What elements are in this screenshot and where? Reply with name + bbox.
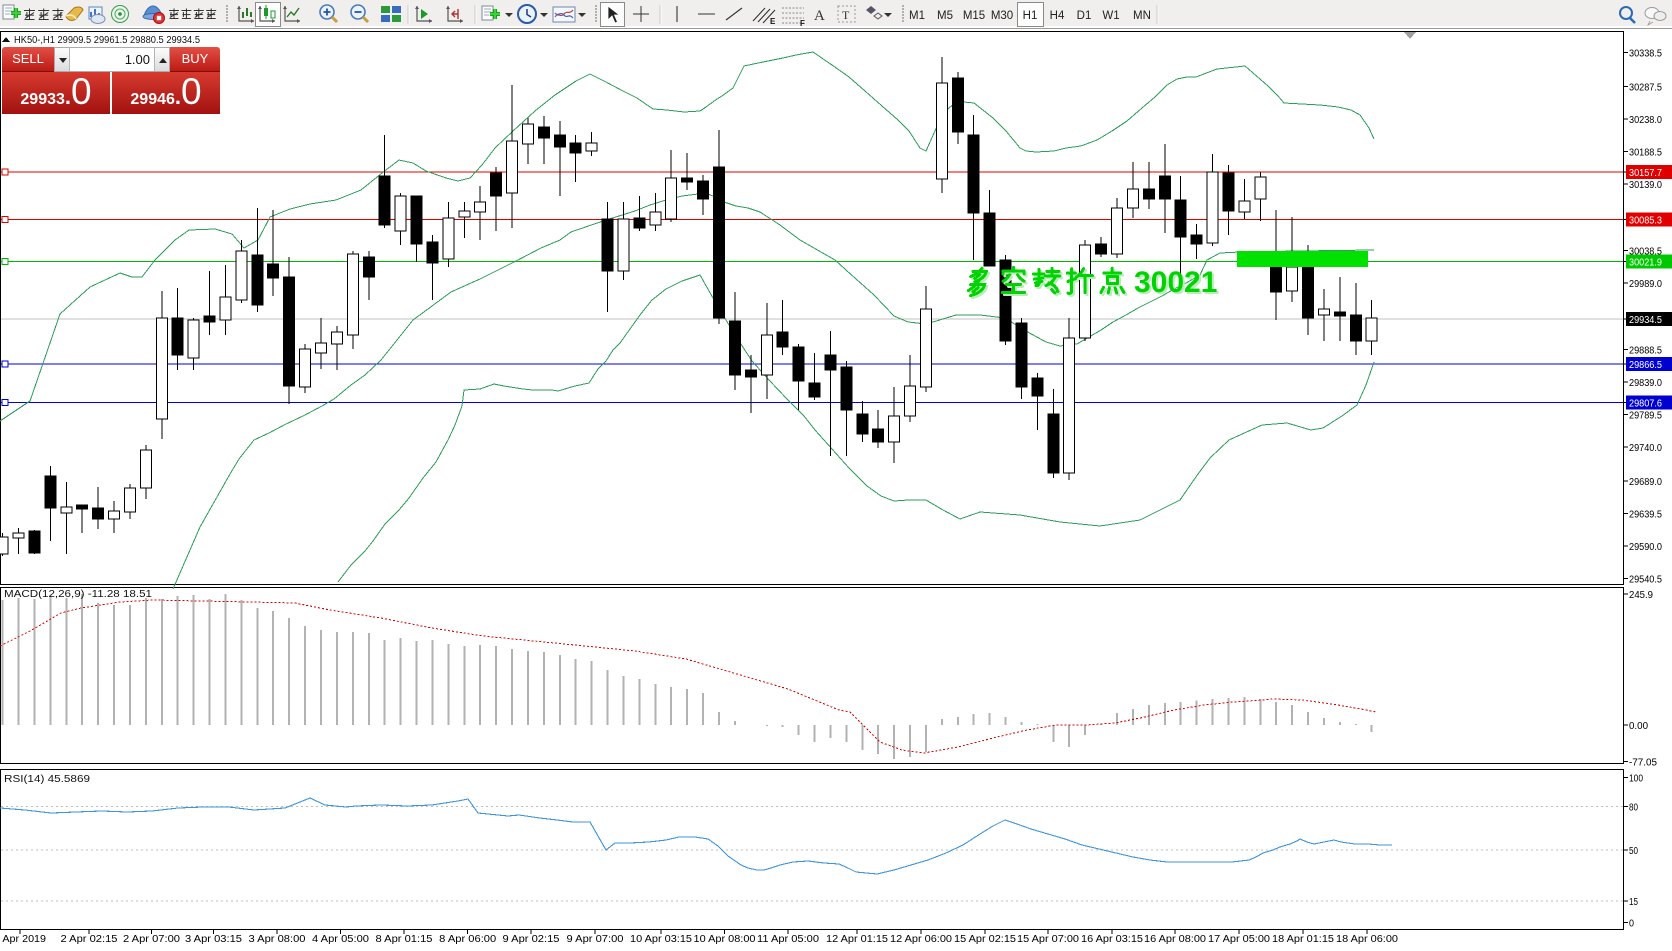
svg-text:30139.0: 30139.0 xyxy=(1629,180,1662,191)
svg-text:HK50-,H1 29909.5 29961.5 2988: HK50-,H1 29909.5 29961.5 29880.5 29934.5 xyxy=(14,35,200,46)
svg-text:F: F xyxy=(800,19,805,28)
svg-text:30238.0: 30238.0 xyxy=(1629,115,1662,126)
svg-text:16 Apr 03:15: 16 Apr 03:15 xyxy=(1081,934,1143,945)
svg-text:4 Apr 05:00: 4 Apr 05:00 xyxy=(312,934,369,945)
svg-text:15 Apr 07:00: 15 Apr 07:00 xyxy=(1017,934,1079,945)
svg-text:18 Apr 01:15: 18 Apr 01:15 xyxy=(1272,934,1334,945)
svg-text:D1: D1 xyxy=(1077,10,1092,22)
svg-text:15: 15 xyxy=(1629,897,1638,908)
svg-text:29740.0: 29740.0 xyxy=(1629,443,1662,454)
svg-text:50: 50 xyxy=(1629,846,1638,857)
svg-text:80: 80 xyxy=(1629,803,1638,814)
svg-text:29639.5: 29639.5 xyxy=(1629,509,1662,520)
svg-text:29789.5: 29789.5 xyxy=(1629,411,1662,422)
svg-text:29807.6: 29807.6 xyxy=(1629,399,1662,410)
svg-text:H4: H4 xyxy=(1050,10,1065,22)
svg-text:11 Apr 05:00: 11 Apr 05:00 xyxy=(757,934,819,945)
svg-text:M1: M1 xyxy=(909,10,925,22)
svg-text:30021: 30021 xyxy=(1136,268,1219,301)
svg-text:29989.0: 29989.0 xyxy=(1629,279,1662,290)
svg-text:M15: M15 xyxy=(963,10,985,22)
svg-text:8 Apr 01:15: 8 Apr 01:15 xyxy=(376,934,433,945)
svg-text:30021.9: 30021.9 xyxy=(1629,257,1662,268)
svg-text:10 Apr 08:00: 10 Apr 08:00 xyxy=(694,934,756,945)
svg-text:245.9: 245.9 xyxy=(1629,590,1653,601)
svg-text:30085.3: 30085.3 xyxy=(1629,216,1662,227)
svg-text:29934.5: 29934.5 xyxy=(1629,315,1662,326)
svg-text:2 Apr 02:15: 2 Apr 02:15 xyxy=(61,934,118,945)
svg-text:30287.5: 30287.5 xyxy=(1629,82,1662,93)
svg-text:2 Apr 07:00: 2 Apr 07:00 xyxy=(123,934,180,945)
svg-text:RSI(14) 45.5869: RSI(14) 45.5869 xyxy=(4,774,91,785)
svg-text:18 Apr 06:00: 18 Apr 06:00 xyxy=(1336,934,1398,945)
svg-text:29540.5: 29540.5 xyxy=(1629,575,1662,586)
svg-text:17 Apr 05:00: 17 Apr 05:00 xyxy=(1208,934,1270,945)
svg-text:W1: W1 xyxy=(1102,10,1119,22)
svg-text:E: E xyxy=(770,17,776,26)
svg-text:30338.5: 30338.5 xyxy=(1629,49,1662,60)
svg-text:3 Apr 03:15: 3 Apr 03:15 xyxy=(185,934,242,945)
svg-text:12 Apr 06:00: 12 Apr 06:00 xyxy=(890,934,952,945)
svg-text:1 Apr 2019: 1 Apr 2019 xyxy=(0,934,46,945)
svg-text:0.00: 0.00 xyxy=(1629,721,1648,732)
svg-text:3 Apr 08:00: 3 Apr 08:00 xyxy=(249,934,306,945)
svg-text:9 Apr 02:15: 9 Apr 02:15 xyxy=(503,934,560,945)
svg-text:16 Apr 08:00: 16 Apr 08:00 xyxy=(1144,934,1206,945)
svg-text:T: T xyxy=(842,8,850,22)
svg-text:29689.0: 29689.0 xyxy=(1629,477,1662,488)
svg-text:30157.7: 30157.7 xyxy=(1629,168,1662,179)
svg-text:M30: M30 xyxy=(991,10,1013,22)
svg-text:MACD(12,26,9) -11.28 18.51: MACD(12,26,9) -11.28 18.51 xyxy=(4,589,152,600)
svg-text:29888.5: 29888.5 xyxy=(1629,345,1662,356)
svg-text:29839.0: 29839.0 xyxy=(1629,378,1662,389)
svg-text:30021: 30021 xyxy=(1134,266,1217,299)
svg-text:A: A xyxy=(814,8,825,24)
svg-text:H1: H1 xyxy=(1023,10,1038,22)
svg-text:30038.5: 30038.5 xyxy=(1629,246,1662,257)
svg-text:29590.0: 29590.0 xyxy=(1629,542,1662,553)
svg-text:M5: M5 xyxy=(937,10,953,22)
svg-text:12 Apr 01:15: 12 Apr 01:15 xyxy=(826,934,888,945)
svg-text:10 Apr 03:15: 10 Apr 03:15 xyxy=(630,934,692,945)
svg-text:29866.5: 29866.5 xyxy=(1629,360,1662,371)
svg-text:30188.5: 30188.5 xyxy=(1629,148,1662,159)
svg-text:MN: MN xyxy=(1133,10,1151,22)
svg-text:-77.05: -77.05 xyxy=(1629,758,1657,769)
svg-text:100: 100 xyxy=(1629,774,1643,785)
svg-text:0: 0 xyxy=(1629,919,1634,930)
svg-text:8 Apr 06:00: 8 Apr 06:00 xyxy=(439,934,496,945)
svg-text:15 Apr 02:15: 15 Apr 02:15 xyxy=(954,934,1016,945)
svg-text:9 Apr 07:00: 9 Apr 07:00 xyxy=(567,934,624,945)
